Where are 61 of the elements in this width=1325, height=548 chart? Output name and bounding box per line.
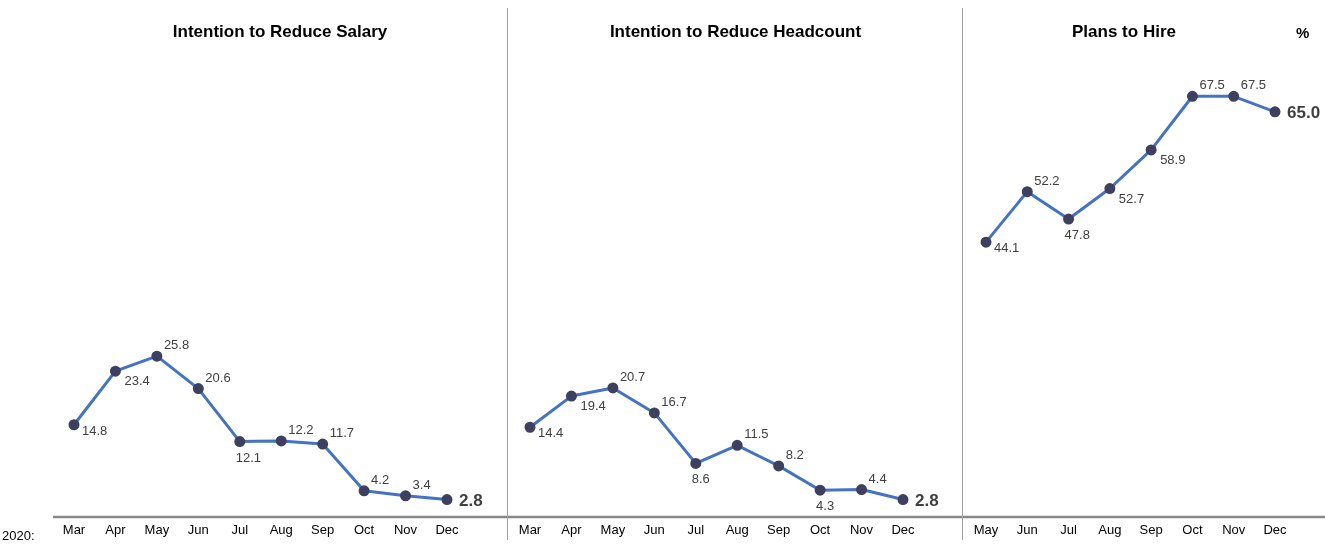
chart-title: Intention to Reduce Headcount xyxy=(608,22,863,42)
x-tick-label: Dec xyxy=(435,522,460,538)
x-tick-label: Nov xyxy=(1222,522,1246,538)
data-label: 20.7 xyxy=(619,368,646,384)
data-label: 67.5 xyxy=(1240,77,1267,93)
x-tick-label: Aug xyxy=(269,522,293,538)
x-tick-label: Nov xyxy=(849,522,874,538)
data-label: 23.4 xyxy=(124,373,150,389)
data-label: 4.4 xyxy=(868,470,887,486)
chart-title: Plans to Hire xyxy=(1071,22,1177,42)
x-tick-label: Apr xyxy=(105,522,127,538)
data-label: 4.2 xyxy=(371,471,390,487)
data-label: 4.3 xyxy=(816,498,835,514)
text: 2020: xyxy=(2,528,35,543)
data-label: 12.1 xyxy=(235,449,262,465)
text: % xyxy=(1296,24,1310,41)
data-label: 25.8 xyxy=(163,337,190,353)
data-label: 52.2 xyxy=(1034,172,1060,188)
data-label: 58.9 xyxy=(1160,151,1186,167)
data-label: 44.1 xyxy=(994,240,1020,256)
x-tick-label: Oct xyxy=(1182,522,1203,538)
x-tick-label: Mar xyxy=(62,522,86,538)
x-tick-label: Mar xyxy=(518,522,542,538)
data-label: 19.4 xyxy=(580,398,606,414)
data-label: 11.5 xyxy=(744,426,769,442)
data-label: 47.8 xyxy=(1064,227,1090,243)
data-label: 3.4 xyxy=(412,476,431,492)
data-label: 16.7 xyxy=(661,393,687,409)
data-label: 52.7 xyxy=(1118,190,1145,206)
x-tick-label: Aug xyxy=(725,522,749,538)
x-tick-label: Oct xyxy=(809,522,831,538)
x-tick-label: May xyxy=(600,522,626,538)
data-label: 14.8 xyxy=(82,422,108,438)
x-tick-label: Dec xyxy=(1263,522,1288,538)
data-label: 8.2 xyxy=(785,446,804,462)
x-tick-label: Sep xyxy=(311,522,335,538)
data-label: 11.7 xyxy=(329,425,355,441)
x-tick-label: Jul xyxy=(231,522,249,538)
x-tick-label: Jun xyxy=(1016,522,1038,538)
x-tick-label: Apr xyxy=(561,522,583,538)
x-tick-label: May xyxy=(973,522,999,538)
x-tick-label: Nov xyxy=(393,522,418,538)
data-label: 8.6 xyxy=(691,471,710,487)
x-tick-label: Jun xyxy=(643,522,665,538)
x-tick-label: May xyxy=(144,522,170,538)
x-tick-label: Aug xyxy=(1098,522,1122,538)
x-tick-label: Jul xyxy=(1060,522,1077,538)
data-label: 65.0 xyxy=(1287,102,1321,122)
data-label: 2.8 xyxy=(459,490,483,510)
x-tick-label: Sep xyxy=(767,522,791,538)
x-tick-label: Dec xyxy=(891,522,916,538)
data-label: 12.2 xyxy=(288,421,314,437)
x-tick-label: Oct xyxy=(353,522,375,538)
x-tick-label: Jun xyxy=(187,522,209,538)
chart-title: Intention to Reduce Salary xyxy=(171,22,389,42)
x-tick-label: Sep xyxy=(1139,522,1163,538)
data-label: 67.5 xyxy=(1199,77,1225,93)
x-tick-label: Jul xyxy=(687,522,705,538)
data-label: 2.8 xyxy=(915,490,939,510)
data-label: 14.4 xyxy=(538,425,564,441)
data-label: 20.6 xyxy=(205,369,231,385)
